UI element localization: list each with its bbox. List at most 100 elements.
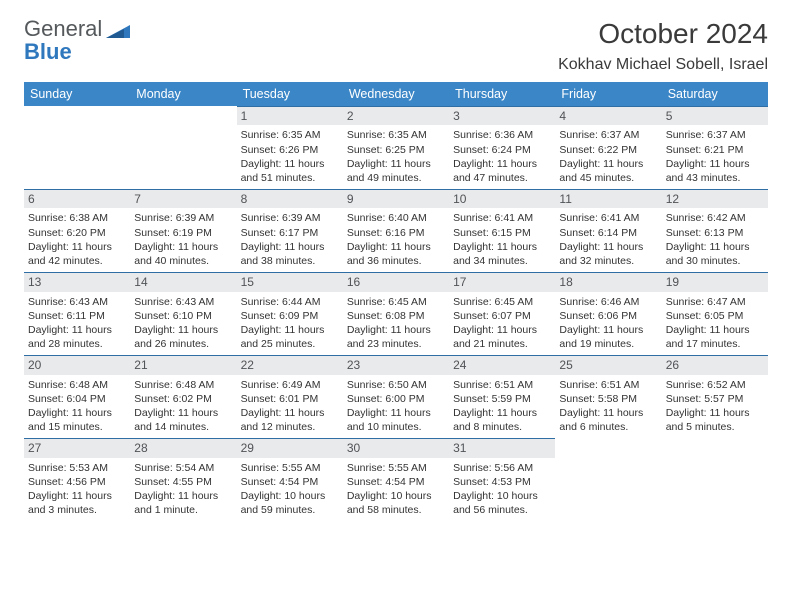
calendar-day: 12Sunrise: 6:42 AMSunset: 6:13 PMDayligh… bbox=[662, 189, 768, 272]
sunrise-text: Sunrise: 5:53 AM bbox=[28, 461, 126, 475]
daylight-text: Daylight: 11 hours and 5 minutes. bbox=[666, 406, 764, 434]
sunrise-text: Sunrise: 6:37 AM bbox=[666, 128, 764, 142]
calendar-day: 3Sunrise: 6:36 AMSunset: 6:24 PMDaylight… bbox=[449, 106, 555, 189]
weekday-header: Sunday bbox=[24, 82, 130, 106]
sunrise-text: Sunrise: 6:45 AM bbox=[453, 295, 551, 309]
calendar-day-empty bbox=[662, 438, 768, 521]
sunset-text: Sunset: 6:16 PM bbox=[347, 226, 445, 240]
day-details: Sunrise: 6:43 AMSunset: 6:11 PMDaylight:… bbox=[24, 292, 130, 356]
sunrise-text: Sunrise: 6:37 AM bbox=[559, 128, 657, 142]
day-details: Sunrise: 6:42 AMSunset: 6:13 PMDaylight:… bbox=[662, 208, 768, 272]
weekday-header: Wednesday bbox=[343, 82, 449, 106]
day-details: Sunrise: 6:38 AMSunset: 6:20 PMDaylight:… bbox=[24, 208, 130, 272]
daylight-text: Daylight: 11 hours and 26 minutes. bbox=[134, 323, 232, 351]
daylight-text: Daylight: 11 hours and 28 minutes. bbox=[28, 323, 126, 351]
day-number: 11 bbox=[555, 189, 661, 208]
sunrise-text: Sunrise: 6:52 AM bbox=[666, 378, 764, 392]
weekday-header: Monday bbox=[130, 82, 236, 106]
sunset-text: Sunset: 6:25 PM bbox=[347, 143, 445, 157]
sunrise-text: Sunrise: 6:49 AM bbox=[241, 378, 339, 392]
sunset-text: Sunset: 6:00 PM bbox=[347, 392, 445, 406]
day-details: Sunrise: 5:55 AMSunset: 4:54 PMDaylight:… bbox=[343, 458, 449, 522]
sunset-text: Sunset: 6:09 PM bbox=[241, 309, 339, 323]
day-number: 5 bbox=[662, 106, 768, 125]
day-details: Sunrise: 6:48 AMSunset: 6:04 PMDaylight:… bbox=[24, 375, 130, 439]
sunrise-text: Sunrise: 6:39 AM bbox=[241, 211, 339, 225]
sunset-text: Sunset: 6:20 PM bbox=[28, 226, 126, 240]
sunrise-text: Sunrise: 6:43 AM bbox=[28, 295, 126, 309]
day-number: 1 bbox=[237, 106, 343, 125]
day-number: 15 bbox=[237, 272, 343, 291]
sunset-text: Sunset: 4:55 PM bbox=[134, 475, 232, 489]
day-details: Sunrise: 6:35 AMSunset: 6:26 PMDaylight:… bbox=[237, 125, 343, 189]
calendar-day: 5Sunrise: 6:37 AMSunset: 6:21 PMDaylight… bbox=[662, 106, 768, 189]
calendar-day: 31Sunrise: 5:56 AMSunset: 4:53 PMDayligh… bbox=[449, 438, 555, 521]
calendar-day: 24Sunrise: 6:51 AMSunset: 5:59 PMDayligh… bbox=[449, 355, 555, 438]
day-number: 8 bbox=[237, 189, 343, 208]
sunset-text: Sunset: 6:10 PM bbox=[134, 309, 232, 323]
daylight-text: Daylight: 11 hours and 45 minutes. bbox=[559, 157, 657, 185]
daylight-text: Daylight: 11 hours and 21 minutes. bbox=[453, 323, 551, 351]
sunrise-text: Sunrise: 6:35 AM bbox=[241, 128, 339, 142]
sunrise-text: Sunrise: 6:48 AM bbox=[28, 378, 126, 392]
calendar-week: 13Sunrise: 6:43 AMSunset: 6:11 PMDayligh… bbox=[24, 272, 768, 355]
day-details: Sunrise: 5:53 AMSunset: 4:56 PMDaylight:… bbox=[24, 458, 130, 522]
day-details: Sunrise: 6:37 AMSunset: 6:21 PMDaylight:… bbox=[662, 125, 768, 189]
sunrise-text: Sunrise: 6:50 AM bbox=[347, 378, 445, 392]
sunset-text: Sunset: 4:53 PM bbox=[453, 475, 551, 489]
weekday-header: Thursday bbox=[449, 82, 555, 106]
day-number: 6 bbox=[24, 189, 130, 208]
sunrise-text: Sunrise: 6:35 AM bbox=[347, 128, 445, 142]
day-number: 13 bbox=[24, 272, 130, 291]
sunrise-text: Sunrise: 6:47 AM bbox=[666, 295, 764, 309]
calendar-day: 19Sunrise: 6:47 AMSunset: 6:05 PMDayligh… bbox=[662, 272, 768, 355]
calendar-day-empty bbox=[555, 438, 661, 521]
calendar-day: 6Sunrise: 6:38 AMSunset: 6:20 PMDaylight… bbox=[24, 189, 130, 272]
brand-mark-icon bbox=[106, 20, 132, 40]
sunrise-text: Sunrise: 5:55 AM bbox=[241, 461, 339, 475]
daylight-text: Daylight: 11 hours and 17 minutes. bbox=[666, 323, 764, 351]
calendar-week: 6Sunrise: 6:38 AMSunset: 6:20 PMDaylight… bbox=[24, 189, 768, 272]
sunset-text: Sunset: 6:06 PM bbox=[559, 309, 657, 323]
calendar-head: SundayMondayTuesdayWednesdayThursdayFrid… bbox=[24, 82, 768, 106]
sunrise-text: Sunrise: 5:56 AM bbox=[453, 461, 551, 475]
sunset-text: Sunset: 6:15 PM bbox=[453, 226, 551, 240]
daylight-text: Daylight: 11 hours and 43 minutes. bbox=[666, 157, 764, 185]
day-number: 23 bbox=[343, 355, 449, 374]
calendar-day: 15Sunrise: 6:44 AMSunset: 6:09 PMDayligh… bbox=[237, 272, 343, 355]
month-title: October 2024 bbox=[558, 18, 768, 50]
calendar-day: 28Sunrise: 5:54 AMSunset: 4:55 PMDayligh… bbox=[130, 438, 236, 521]
calendar-day: 22Sunrise: 6:49 AMSunset: 6:01 PMDayligh… bbox=[237, 355, 343, 438]
daylight-text: Daylight: 11 hours and 32 minutes. bbox=[559, 240, 657, 268]
sunrise-text: Sunrise: 6:44 AM bbox=[241, 295, 339, 309]
sunset-text: Sunset: 5:59 PM bbox=[453, 392, 551, 406]
calendar-day: 13Sunrise: 6:43 AMSunset: 6:11 PMDayligh… bbox=[24, 272, 130, 355]
calendar-day: 27Sunrise: 5:53 AMSunset: 4:56 PMDayligh… bbox=[24, 438, 130, 521]
day-details: Sunrise: 6:45 AMSunset: 6:08 PMDaylight:… bbox=[343, 292, 449, 356]
sunrise-text: Sunrise: 6:43 AM bbox=[134, 295, 232, 309]
daylight-text: Daylight: 11 hours and 47 minutes. bbox=[453, 157, 551, 185]
day-number: 3 bbox=[449, 106, 555, 125]
sunrise-text: Sunrise: 6:40 AM bbox=[347, 211, 445, 225]
sunrise-text: Sunrise: 6:36 AM bbox=[453, 128, 551, 142]
calendar-day: 1Sunrise: 6:35 AMSunset: 6:26 PMDaylight… bbox=[237, 106, 343, 189]
day-number: 30 bbox=[343, 438, 449, 457]
calendar-day: 21Sunrise: 6:48 AMSunset: 6:02 PMDayligh… bbox=[130, 355, 236, 438]
day-number: 28 bbox=[130, 438, 236, 457]
sunset-text: Sunset: 4:54 PM bbox=[347, 475, 445, 489]
sunrise-text: Sunrise: 6:51 AM bbox=[559, 378, 657, 392]
daylight-text: Daylight: 10 hours and 56 minutes. bbox=[453, 489, 551, 517]
day-details: Sunrise: 6:49 AMSunset: 6:01 PMDaylight:… bbox=[237, 375, 343, 439]
daylight-text: Daylight: 11 hours and 49 minutes. bbox=[347, 157, 445, 185]
daylight-text: Daylight: 10 hours and 59 minutes. bbox=[241, 489, 339, 517]
calendar-table: SundayMondayTuesdayWednesdayThursdayFrid… bbox=[24, 82, 768, 521]
sunset-text: Sunset: 6:05 PM bbox=[666, 309, 764, 323]
calendar-day: 16Sunrise: 6:45 AMSunset: 6:08 PMDayligh… bbox=[343, 272, 449, 355]
daylight-text: Daylight: 11 hours and 10 minutes. bbox=[347, 406, 445, 434]
daylight-text: Daylight: 11 hours and 19 minutes. bbox=[559, 323, 657, 351]
day-number: 14 bbox=[130, 272, 236, 291]
sunset-text: Sunset: 6:17 PM bbox=[241, 226, 339, 240]
calendar-day: 20Sunrise: 6:48 AMSunset: 6:04 PMDayligh… bbox=[24, 355, 130, 438]
daylight-text: Daylight: 11 hours and 3 minutes. bbox=[28, 489, 126, 517]
calendar-body: 1Sunrise: 6:35 AMSunset: 6:26 PMDaylight… bbox=[24, 106, 768, 521]
